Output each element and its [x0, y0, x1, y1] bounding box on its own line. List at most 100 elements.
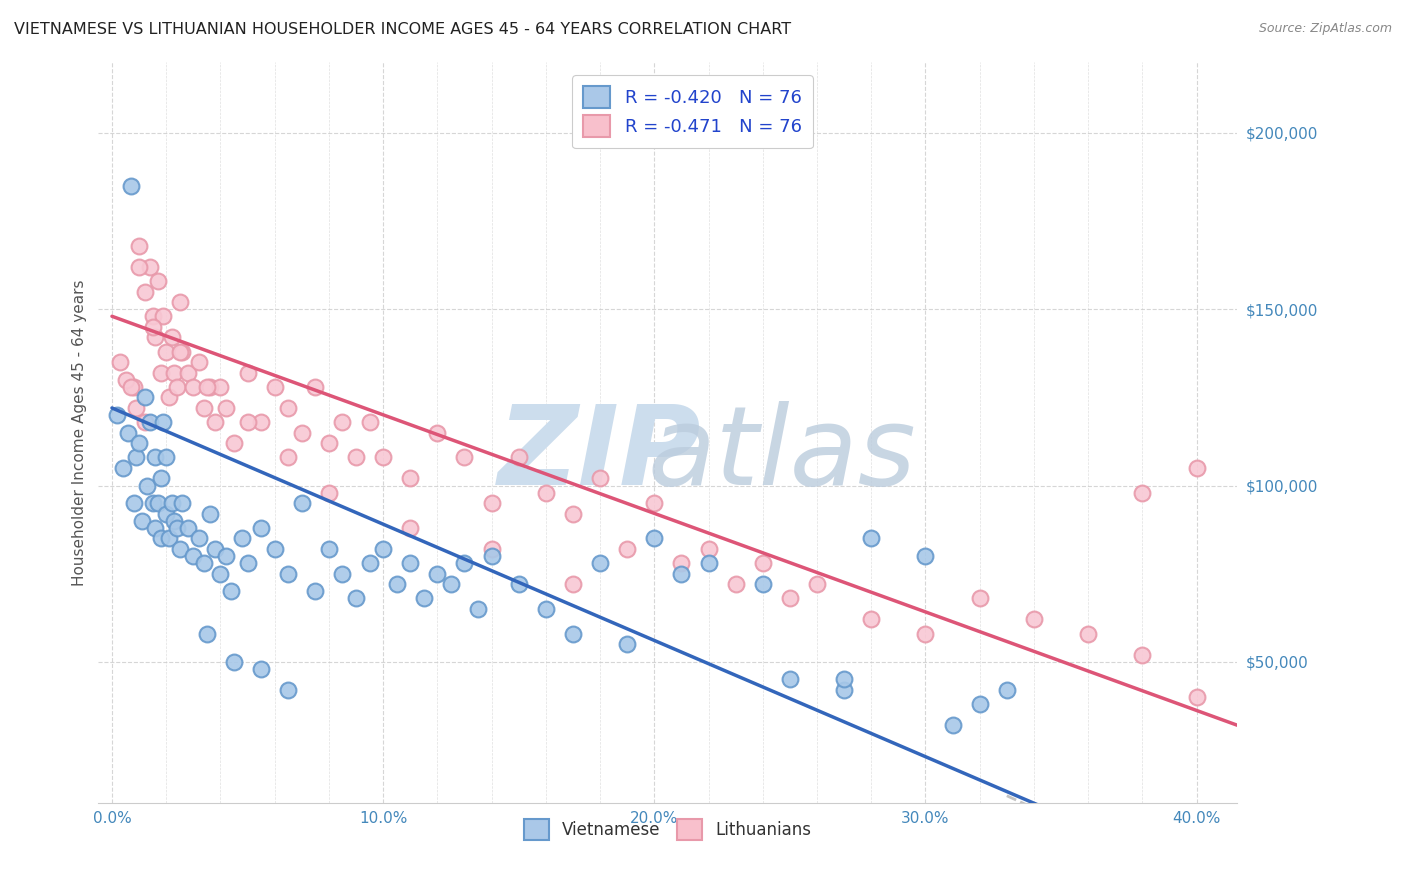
Point	[832, 673, 855, 687]
Point	[806, 577, 828, 591]
Point	[145, 330, 167, 344]
Point	[250, 415, 273, 429]
Point	[177, 521, 200, 535]
Text: ZIP: ZIP	[498, 401, 702, 508]
Point	[277, 401, 299, 415]
Point	[125, 401, 148, 415]
Point	[359, 556, 381, 570]
Point	[589, 471, 612, 485]
Point	[166, 380, 188, 394]
Point	[643, 496, 665, 510]
Point	[860, 532, 883, 546]
Point	[1185, 461, 1208, 475]
Point	[139, 260, 162, 274]
Point	[131, 514, 153, 528]
Point	[1132, 485, 1154, 500]
Point	[142, 310, 165, 324]
Point	[146, 274, 169, 288]
Point	[724, 577, 747, 591]
Point	[263, 541, 285, 556]
Point	[117, 425, 139, 440]
Point	[142, 496, 165, 510]
Point	[145, 521, 167, 535]
Point	[157, 390, 180, 404]
Point	[277, 683, 299, 698]
Point	[236, 556, 259, 570]
Point	[146, 496, 169, 510]
Point	[163, 514, 186, 528]
Point	[111, 461, 134, 475]
Point	[318, 436, 340, 450]
Point	[616, 637, 638, 651]
Point	[166, 521, 188, 535]
Point	[157, 532, 180, 546]
Point	[399, 521, 422, 535]
Point	[128, 436, 150, 450]
Point	[534, 602, 557, 616]
Point	[371, 541, 394, 556]
Point	[467, 602, 489, 616]
Point	[671, 566, 693, 581]
Point	[643, 532, 665, 546]
Point	[128, 239, 150, 253]
Point	[969, 591, 991, 606]
Point	[177, 366, 200, 380]
Legend: Vietnamese, Lithuanians: Vietnamese, Lithuanians	[517, 813, 818, 847]
Point	[122, 496, 145, 510]
Point	[198, 380, 221, 394]
Point	[209, 566, 232, 581]
Point	[163, 366, 186, 380]
Point	[221, 584, 243, 599]
Text: VIETNAMESE VS LITHUANIAN HOUSEHOLDER INCOME AGES 45 - 64 YEARS CORRELATION CHART: VIETNAMESE VS LITHUANIAN HOUSEHOLDER INC…	[14, 22, 792, 37]
Point	[209, 380, 232, 394]
Point	[136, 478, 159, 492]
Point	[120, 380, 142, 394]
Point	[250, 521, 273, 535]
Point	[318, 485, 340, 500]
Point	[562, 577, 585, 591]
Point	[187, 532, 209, 546]
Point	[122, 380, 145, 394]
Point	[172, 496, 194, 510]
Point	[204, 541, 226, 556]
Point	[426, 425, 449, 440]
Point	[616, 541, 638, 556]
Point	[277, 450, 299, 465]
Point	[152, 310, 174, 324]
Point	[481, 549, 503, 563]
Point	[187, 355, 209, 369]
Point	[291, 496, 314, 510]
Point	[508, 450, 530, 465]
Point	[155, 344, 177, 359]
Point	[215, 549, 238, 563]
Point	[149, 471, 172, 485]
Point	[969, 697, 991, 711]
Point	[107, 408, 129, 422]
Point	[1132, 648, 1154, 662]
Point	[149, 366, 172, 380]
Point	[198, 507, 221, 521]
Point	[193, 401, 215, 415]
Point	[155, 450, 177, 465]
Point	[1022, 612, 1045, 626]
Point	[562, 507, 585, 521]
Point	[942, 718, 965, 732]
Point	[236, 366, 259, 380]
Point	[160, 330, 183, 344]
Point	[304, 380, 326, 394]
Point	[697, 556, 720, 570]
Point	[114, 373, 136, 387]
Point	[371, 450, 394, 465]
Point	[204, 415, 226, 429]
Point	[779, 673, 801, 687]
Point	[134, 415, 156, 429]
Point	[860, 612, 883, 626]
Point	[125, 450, 148, 465]
Point	[263, 380, 285, 394]
Point	[359, 415, 381, 429]
Point	[332, 415, 354, 429]
Point	[172, 344, 194, 359]
Point	[412, 591, 434, 606]
Point	[231, 532, 253, 546]
Point	[589, 556, 612, 570]
